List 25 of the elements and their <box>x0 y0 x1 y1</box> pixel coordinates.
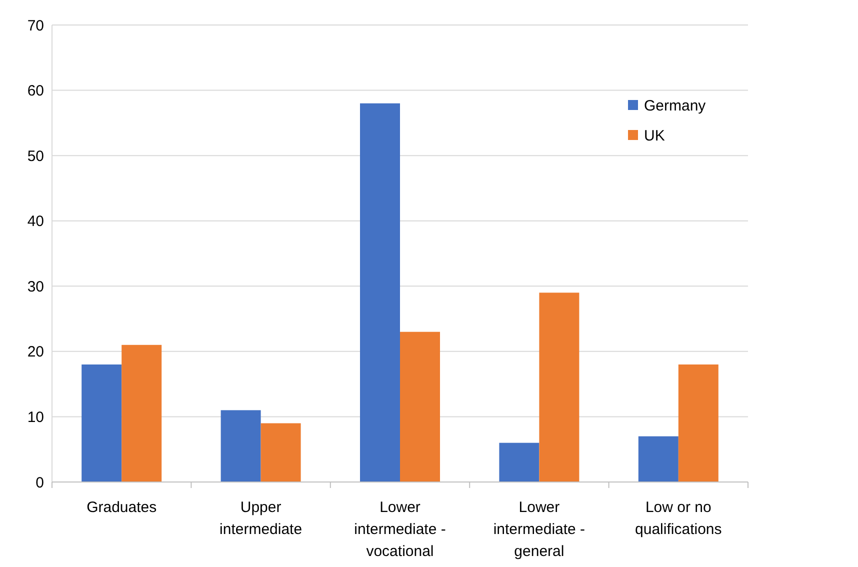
y-tick-label: 30 <box>27 278 44 296</box>
y-tick-label: 20 <box>27 344 44 361</box>
x-tick-label: Lower intermediate - vocational <box>354 499 446 560</box>
legend-label: UK <box>644 127 665 144</box>
bar <box>499 442 540 482</box>
y-tick-label: 0 <box>36 474 44 492</box>
y-tick-label: 10 <box>27 408 44 426</box>
x-tick-label: Graduates <box>86 499 157 516</box>
legend-label: Germany <box>644 97 706 114</box>
bar <box>360 103 400 482</box>
y-tick-label: 70 <box>27 17 44 34</box>
bar <box>220 410 261 482</box>
x-tick-label: Lower intermediate - general <box>493 499 586 560</box>
bar <box>122 344 162 482</box>
bar <box>638 436 678 482</box>
bar <box>260 423 301 482</box>
y-tick-label: 60 <box>27 82 44 100</box>
x-tick-label: Low or no qualifications <box>635 499 722 538</box>
bar <box>400 332 440 482</box>
y-tick-label: 50 <box>27 148 44 165</box>
bar <box>82 364 122 482</box>
y-tick-label: 40 <box>27 213 44 230</box>
bar <box>539 292 580 482</box>
bar <box>678 364 718 482</box>
x-tick-label: Upper intermediate <box>220 499 302 538</box>
